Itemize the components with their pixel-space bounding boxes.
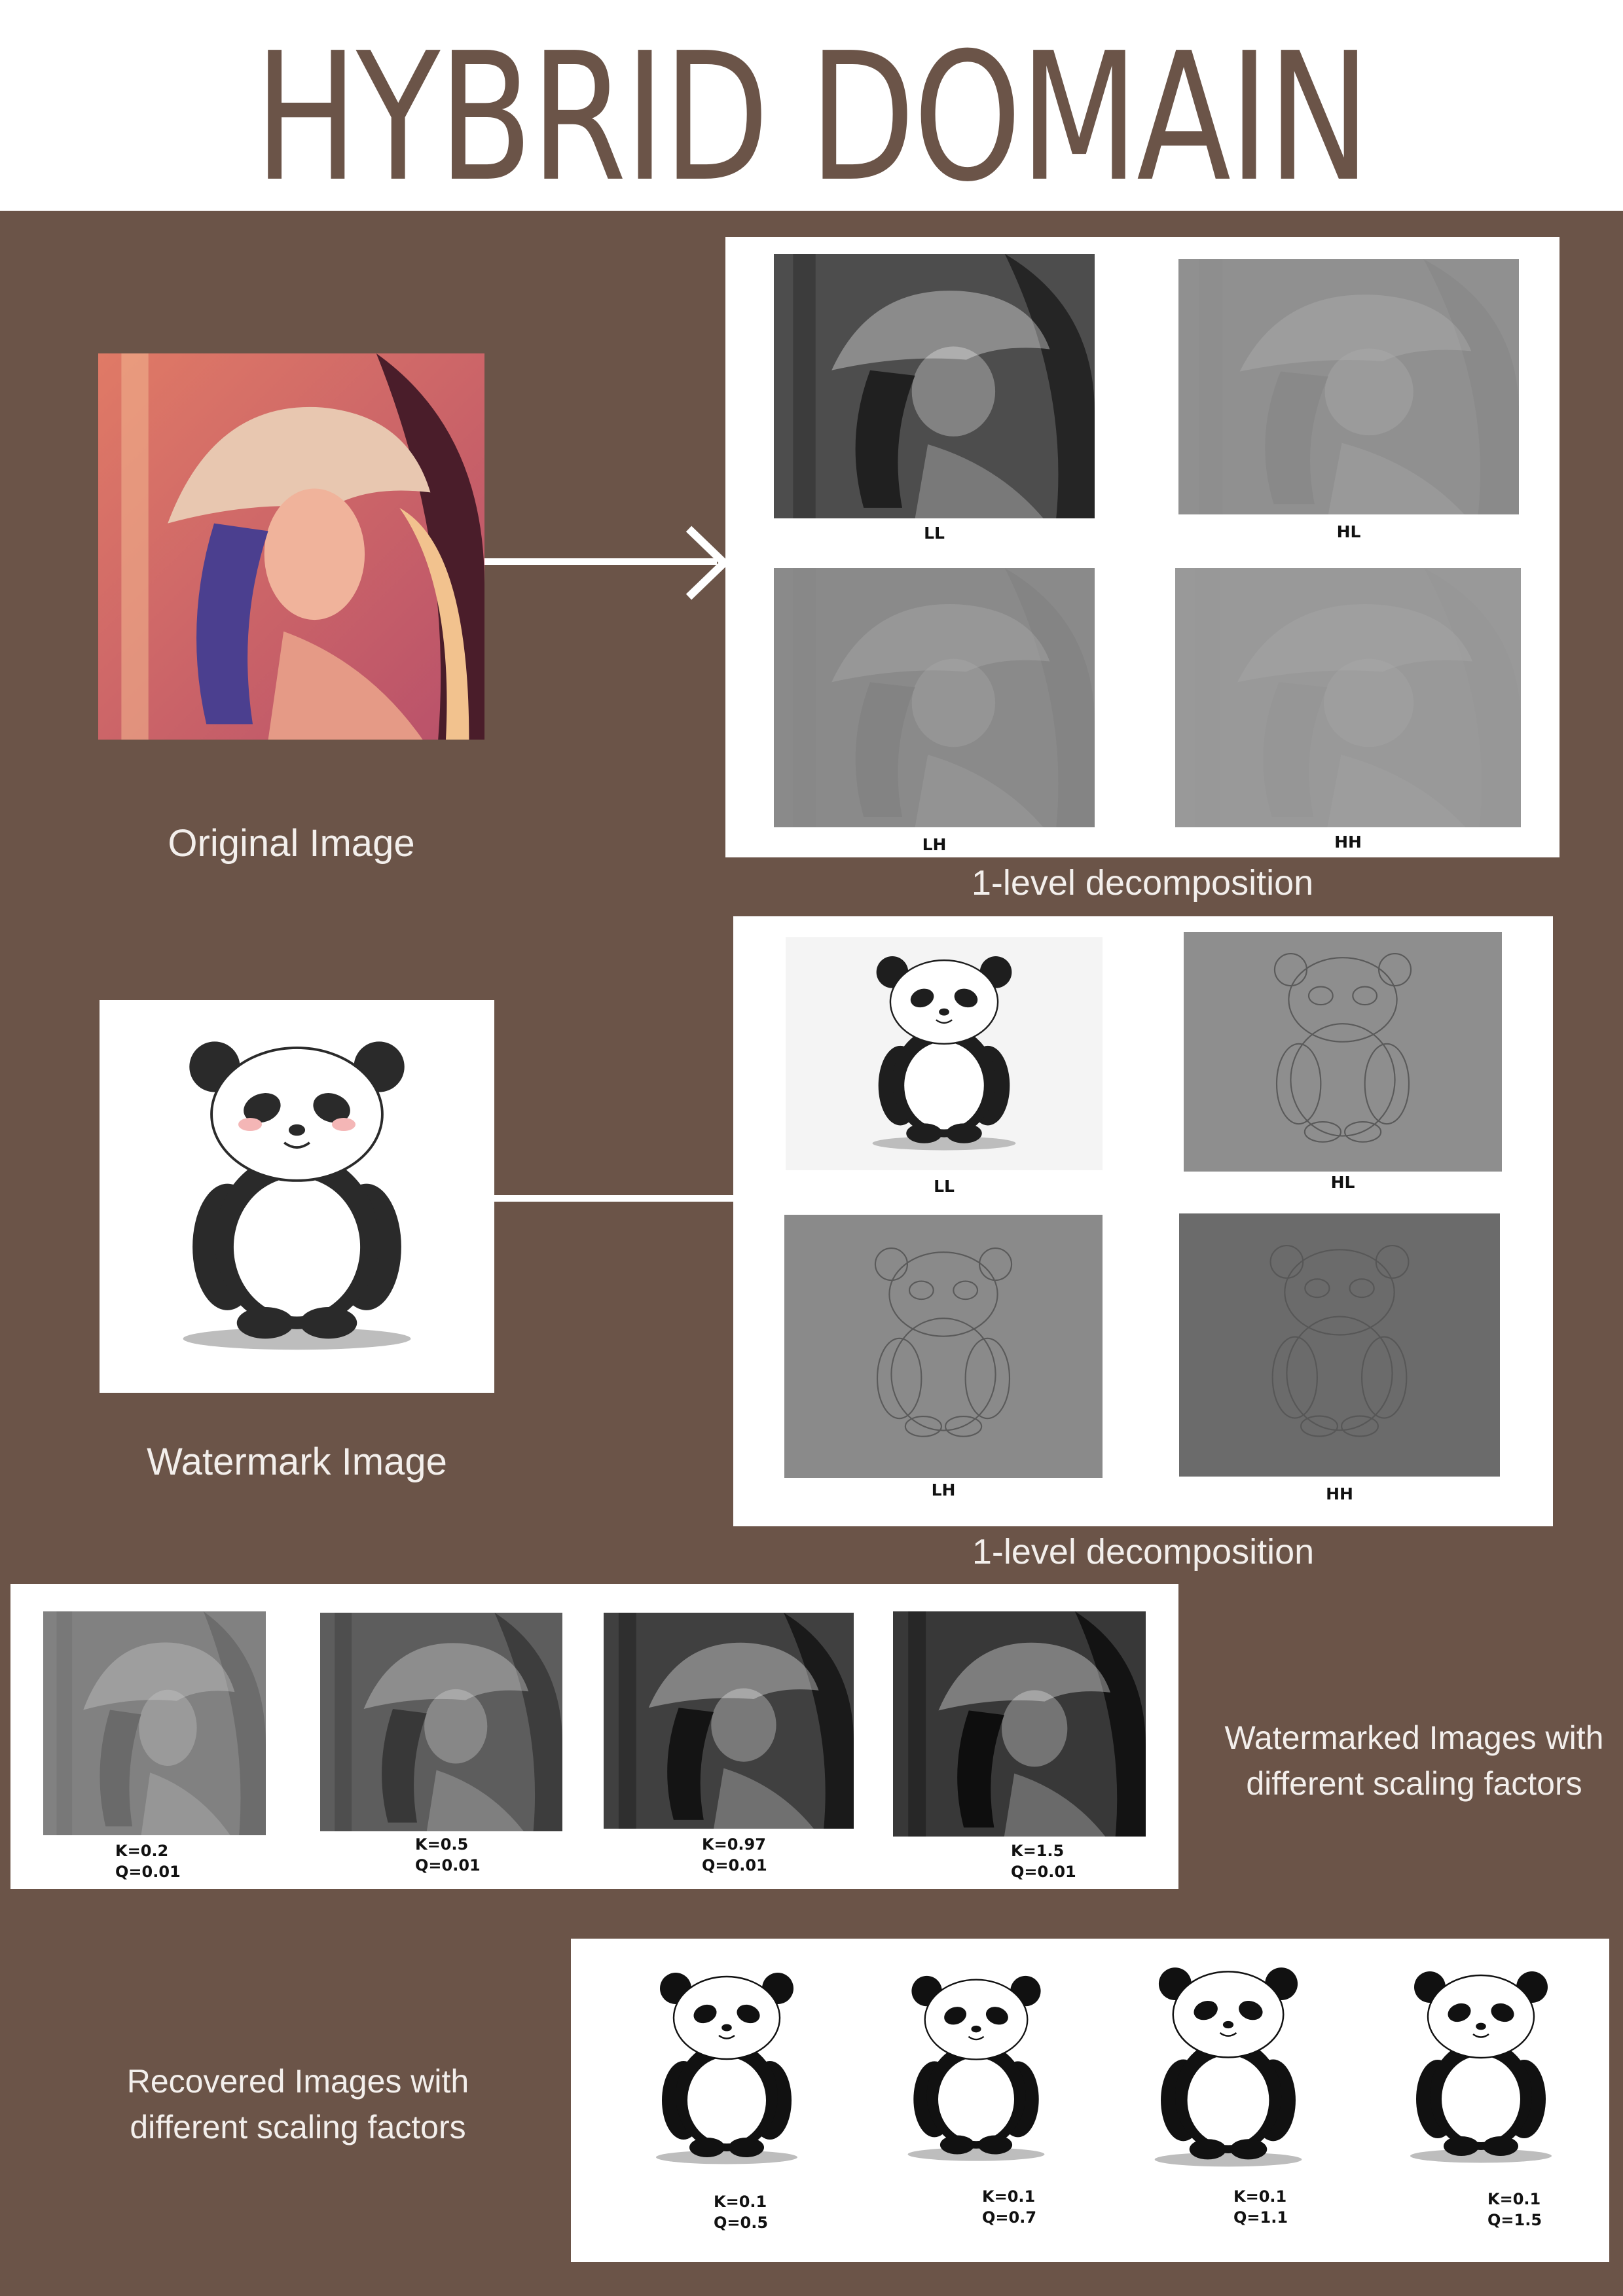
subband-hl-image (1178, 259, 1519, 514)
recovered-image-2 (881, 1961, 1071, 2177)
subband-ll-image (774, 254, 1095, 518)
recovered-label-3: K=0.1 Q=1.1 (1233, 2187, 1288, 2227)
watermark-subband-ll-label: LL (934, 1177, 955, 1196)
original-decomposition-caption: 1-level decomposition (971, 863, 1314, 903)
recovered-image-3 (1126, 1958, 1330, 2177)
watermarked-image-3 (604, 1613, 854, 1829)
recovered-label-1: K=0.1 Q=0.5 (714, 2193, 769, 2232)
watermark-subband-hh-label: HH (1326, 1484, 1353, 1503)
watermarked-label-1: K=0.2 Q=0.01 (115, 1842, 181, 1881)
page-title: HYBRID DOMAIN (254, 14, 1371, 221)
watermark-decomposition-card: LL HL LH HH (733, 916, 1553, 1526)
watermark-subband-hl-label: HL (1330, 1173, 1355, 1192)
original-decomposition-card: LL HL LH HH (725, 237, 1559, 857)
watermark-subband-hh-image (1179, 1213, 1500, 1477)
watermark-image-caption: Watermark Image (147, 1441, 447, 1483)
subband-hh-label: HH (1334, 833, 1362, 852)
subband-ll-label: LL (924, 524, 945, 543)
watermark-subband-lh-label: LH (931, 1480, 956, 1499)
subband-lh-image (774, 568, 1095, 827)
original-image (98, 353, 484, 740)
recovered-caption: Recovered Images with different scaling f… (126, 2063, 469, 2145)
watermark-subband-hl-image (1184, 932, 1502, 1172)
watermarked-label-2: K=0.5 Q=0.01 (415, 1835, 481, 1874)
watermarked-image-4 (893, 1611, 1146, 1837)
watermarked-label-4: K=1.5 Q=0.01 (1011, 1842, 1076, 1881)
watermark-subband-ll-image (786, 937, 1103, 1170)
watermark-decomposition-caption: 1-level decomposition (972, 1532, 1315, 1571)
recovered-images-card: K=0.1 Q=0.5 K=0.1 Q=0.7 K=0.1 Q=1.1 K=0.1 Q=… (571, 1939, 1609, 2262)
watermarked-images-card: K=0.2 Q=0.01 K=0.5 Q=0.01 K=0.97 Q=0.01 K=1… (10, 1584, 1178, 1889)
recovered-image-4 (1383, 1958, 1579, 2177)
arrow-head-icon (681, 524, 733, 602)
watermarked-image-1 (43, 1611, 266, 1835)
recovered-image-1 (629, 1961, 825, 2177)
arrow-line (484, 558, 717, 565)
subband-hh-image (1175, 568, 1521, 827)
original-image-caption: Original Image (168, 822, 415, 865)
watermark-subband-lh-image (784, 1215, 1103, 1478)
watermarked-label-3: K=0.97 Q=0.01 (702, 1835, 767, 1874)
watermarked-caption: Watermarked Images with different scaling… (1224, 1719, 1604, 1802)
recovered-label-4: K=0.1 Q=1.5 (1487, 2190, 1542, 2229)
connector-line (494, 1195, 737, 1202)
watermark-image (100, 1000, 494, 1393)
watermarked-image-2 (320, 1613, 562, 1831)
subband-lh-label: LH (922, 835, 947, 854)
subband-hl-label: HL (1336, 522, 1361, 541)
recovered-label-2: K=0.1 Q=0.7 (982, 2187, 1037, 2227)
